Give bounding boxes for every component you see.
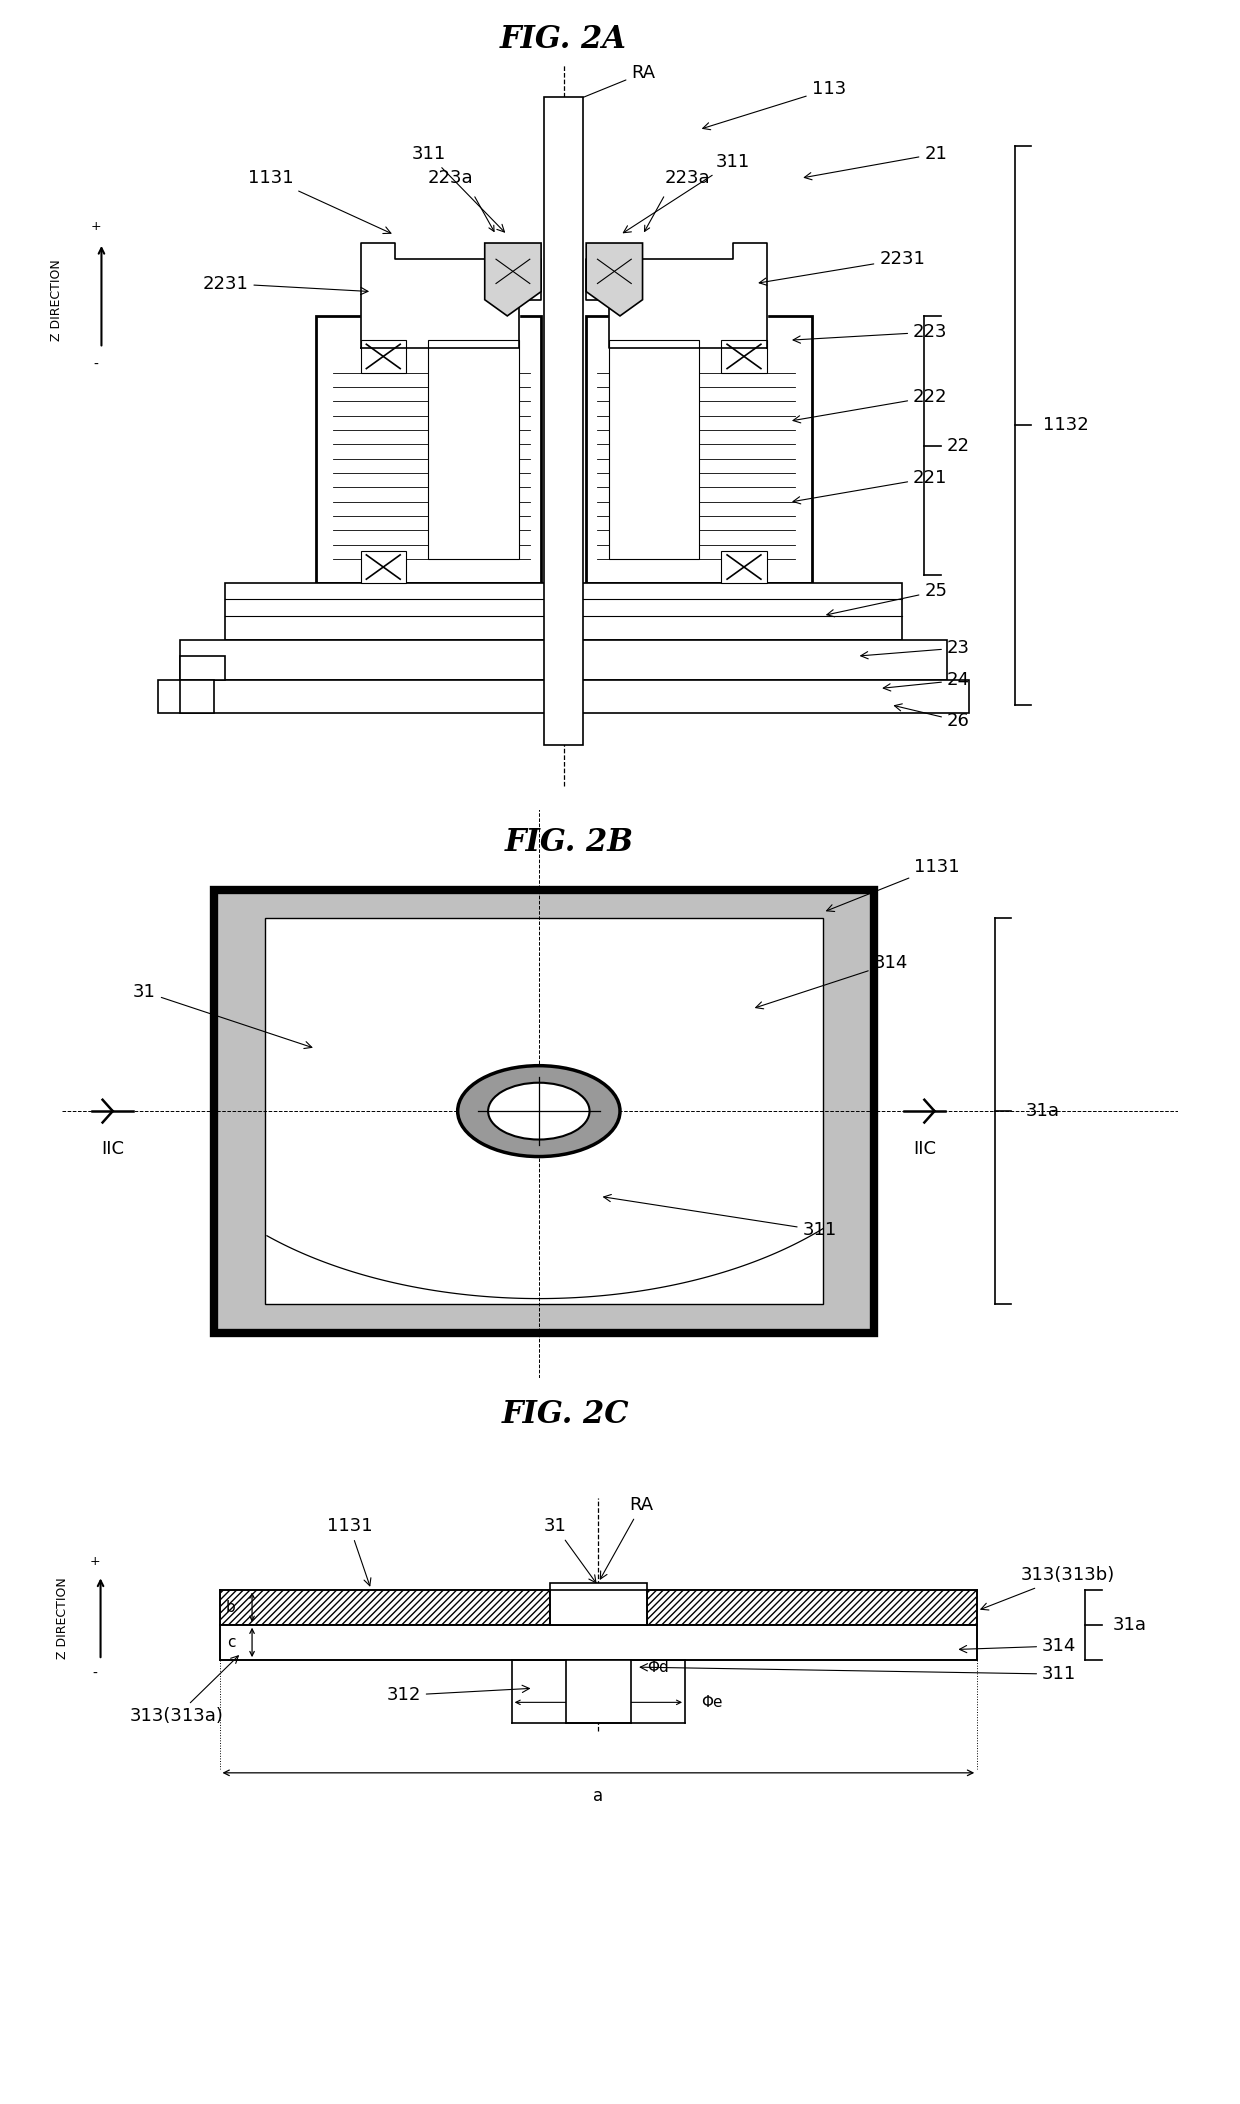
Text: RA: RA [600,1496,653,1578]
Bar [316,316,541,583]
Polygon shape [361,242,541,349]
Text: 1131: 1131 [827,858,960,911]
Text: 222: 222 [794,387,947,423]
Text: b: b [226,1599,236,1614]
Text: -: - [93,1666,98,1681]
Text: 21: 21 [805,145,947,179]
Circle shape [458,1065,620,1157]
Text: 22: 22 [947,436,970,454]
Bar [219,1591,549,1624]
Text: 31: 31 [133,983,311,1048]
Bar [428,341,518,560]
Text: 31: 31 [543,1517,596,1582]
Bar [180,680,215,713]
Text: +: + [89,1555,100,1567]
Text: 311: 311 [624,154,750,234]
Bar [180,640,947,680]
Text: 311: 311 [604,1195,837,1239]
Text: Z DIRECTION: Z DIRECTION [56,1576,69,1658]
Bar [647,1591,977,1624]
Text: 2231: 2231 [202,274,368,295]
Text: 311: 311 [412,145,505,231]
Text: IIC: IIC [913,1140,936,1157]
Text: 314: 314 [960,1637,1076,1656]
Bar [544,97,583,745]
Text: 1132: 1132 [1043,417,1089,433]
Text: 223a: 223a [428,168,474,187]
Text: Φd: Φd [647,1660,668,1675]
Bar [722,551,766,583]
Text: 221: 221 [794,469,947,503]
Text: FIG. 2B: FIG. 2B [505,827,634,858]
Text: FIG. 2A: FIG. 2A [500,25,627,55]
Text: 1131: 1131 [326,1517,372,1586]
Text: c: c [227,1635,236,1650]
Bar [180,656,226,680]
Text: Φe: Φe [701,1696,723,1711]
Bar [157,680,970,713]
Text: 223a: 223a [665,168,711,187]
Bar [219,1624,977,1660]
Text: 24: 24 [883,671,970,690]
Text: 312: 312 [387,1685,529,1704]
Text: RA: RA [568,63,656,105]
Text: 313(313a): 313(313a) [129,1656,238,1725]
Text: 25: 25 [827,583,947,616]
Bar [549,1582,647,1624]
Text: 113: 113 [703,80,846,130]
Text: a: a [593,1786,604,1805]
Bar [265,917,823,1304]
Bar [361,341,405,372]
Bar [609,341,699,560]
Text: 311: 311 [640,1664,1076,1683]
Text: IIC: IIC [102,1140,124,1157]
Circle shape [489,1084,589,1140]
Text: 31a: 31a [1025,1102,1060,1119]
Text: 2231: 2231 [759,250,925,286]
Text: FIG. 2C: FIG. 2C [502,1399,630,1431]
Bar [226,583,901,640]
Text: 26: 26 [894,705,970,730]
Text: 31a: 31a [1112,1616,1147,1635]
Text: 223: 223 [794,324,947,343]
Text: 1131: 1131 [248,168,391,234]
Bar [587,316,812,583]
Text: 314: 314 [755,955,908,1008]
Text: 313(313b): 313(313b) [981,1567,1115,1610]
Bar [361,551,405,583]
Polygon shape [485,242,541,316]
Polygon shape [587,242,766,349]
Text: +: + [91,221,102,234]
Bar [722,341,766,372]
Text: Z DIRECTION: Z DIRECTION [50,259,63,341]
Bar [215,890,874,1332]
Polygon shape [587,242,642,316]
Bar [565,1660,631,1723]
Text: 23: 23 [861,640,970,659]
Text: -: - [93,358,98,372]
